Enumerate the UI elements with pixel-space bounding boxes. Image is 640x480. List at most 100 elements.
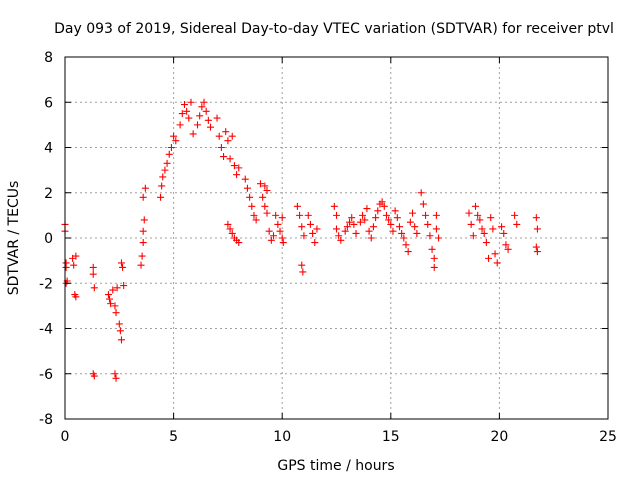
data-point [226, 225, 234, 233]
data-point [158, 182, 166, 190]
y-axis-label: SDTVAR / TECUs [6, 181, 22, 296]
data-point [138, 252, 146, 260]
data-point [241, 175, 249, 183]
data-point [333, 225, 340, 233]
data-point [333, 211, 340, 219]
data-point [120, 282, 128, 290]
data-point [378, 198, 386, 206]
data-point [141, 184, 149, 192]
data-point [104, 291, 112, 299]
data-point [500, 229, 508, 237]
data-point [243, 184, 251, 192]
data-point [482, 239, 490, 247]
data-point [202, 107, 210, 115]
data-point [389, 227, 397, 235]
data-point [246, 193, 254, 201]
data-point [222, 128, 230, 136]
data-point [233, 171, 241, 179]
data-point [107, 300, 115, 308]
data-point [369, 223, 377, 231]
data-point [278, 214, 286, 222]
data-point [348, 214, 356, 222]
data-point [504, 245, 512, 253]
data-point [430, 254, 438, 262]
data-point [62, 263, 70, 271]
data-point [304, 211, 312, 219]
data-point [300, 232, 308, 240]
data-point [306, 220, 314, 228]
data-point [400, 234, 408, 242]
data-point [72, 293, 80, 301]
data-point [180, 101, 188, 109]
data-point [335, 232, 343, 240]
data-point [395, 223, 403, 231]
data-point [502, 241, 510, 249]
data-point [159, 173, 167, 181]
data-point [346, 218, 354, 226]
data-point [235, 239, 243, 247]
data-point [139, 193, 147, 201]
data-point [411, 223, 419, 231]
data-point [276, 227, 284, 235]
data-point [119, 263, 127, 271]
data-point [267, 236, 275, 244]
data-point [472, 202, 480, 210]
data-point [272, 211, 280, 219]
y-tick-label: -6 [39, 367, 53, 383]
data-point [298, 261, 306, 269]
data-point [533, 225, 541, 233]
x-axis-label: GPS time / hours [277, 458, 394, 474]
data-point [165, 150, 173, 158]
data-point [387, 220, 395, 228]
data-point [367, 234, 375, 242]
data-point [432, 211, 440, 219]
data-point [139, 227, 147, 235]
data-point [469, 232, 477, 240]
data-point [313, 225, 321, 233]
data-point [90, 284, 98, 292]
data-point [115, 320, 123, 328]
y-tick-label: 8 [44, 50, 53, 66]
data-point [235, 164, 243, 172]
data-point [261, 202, 269, 210]
data-point [172, 137, 180, 145]
data-point [220, 153, 228, 161]
data-point [167, 144, 175, 151]
data-point [252, 216, 260, 224]
data-point [409, 209, 417, 217]
data-point [198, 103, 206, 111]
data-point [311, 239, 319, 247]
data-point [404, 248, 412, 256]
data-point [532, 243, 540, 251]
data-point [296, 211, 304, 219]
data-point [428, 245, 436, 253]
y-tick-label: 6 [44, 95, 53, 111]
data-point [116, 327, 124, 335]
data-point [228, 132, 236, 140]
data-point [341, 227, 349, 235]
x-tick-label: 25 [599, 429, 617, 445]
data-point [435, 234, 443, 242]
data-point [111, 302, 119, 310]
data-point [361, 216, 369, 224]
x-tick-label: 10 [273, 429, 291, 445]
axis-ticks: 0 5 10 15 20 25 -8 -6 -4 -2 0 2 4 6 8 [39, 50, 617, 445]
data-point [511, 211, 519, 219]
data-point [189, 130, 197, 138]
data-point [224, 220, 232, 228]
data-point [465, 209, 473, 217]
data-point [467, 220, 475, 228]
data-point [111, 370, 119, 378]
x-tick-label: 15 [382, 429, 400, 445]
data-point [372, 214, 380, 222]
data-point [352, 229, 360, 237]
data-point [176, 121, 184, 129]
data-point [491, 250, 499, 258]
data-point [298, 223, 306, 231]
data-point [487, 214, 495, 222]
data-point [374, 207, 382, 215]
y-tick-label: -4 [39, 322, 53, 338]
data-point [532, 214, 540, 222]
data-point [163, 159, 171, 167]
